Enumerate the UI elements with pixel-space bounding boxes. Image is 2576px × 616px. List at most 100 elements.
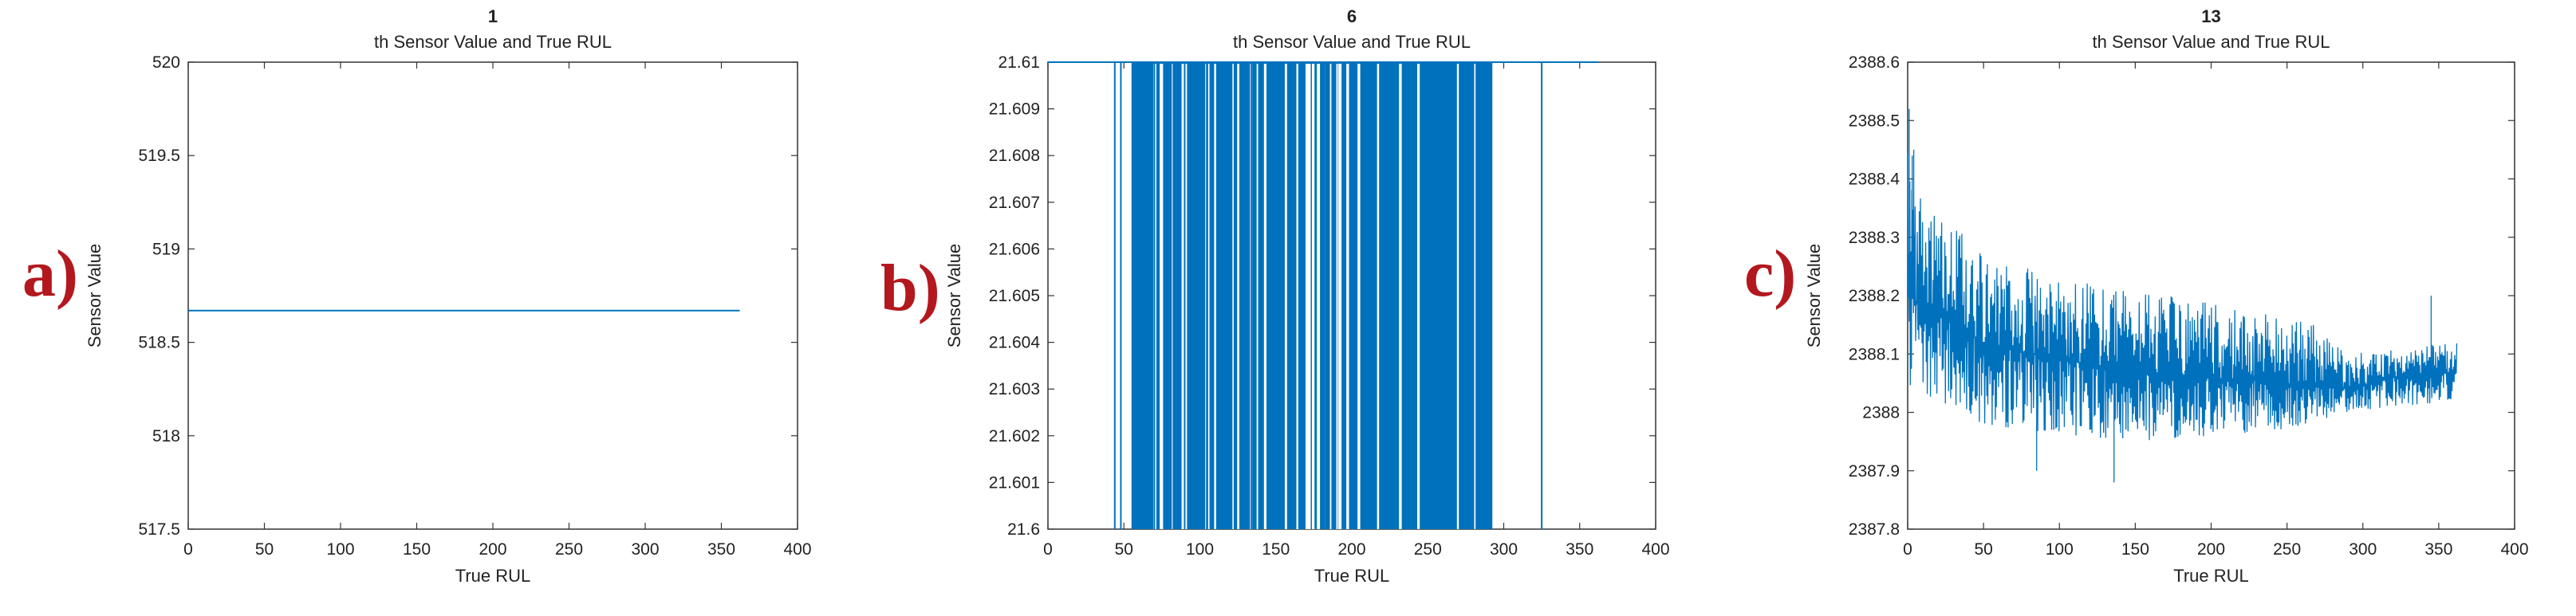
y-tick-label: 21.604 <box>989 334 1041 352</box>
series-gap <box>1311 64 1315 529</box>
series-gap <box>1417 64 1419 529</box>
x-tick-label: 250 <box>555 540 583 559</box>
x-tick-label: 150 <box>1262 540 1290 559</box>
y-tick-label: 21.601 <box>989 473 1040 492</box>
series-gap <box>1357 64 1361 529</box>
x-tick-label: 400 <box>783 540 811 559</box>
series-gap <box>1329 64 1332 529</box>
x-tick-label: 50 <box>1115 540 1133 559</box>
series-gap <box>1232 64 1234 529</box>
y-tick-label: 518 <box>152 427 180 445</box>
y-tick-label: 518.5 <box>138 334 180 352</box>
x-tick-label: 150 <box>2121 540 2149 559</box>
series-gap <box>1236 64 1240 529</box>
panel-letter-b: b) <box>880 251 940 325</box>
y-tick-label: 21.6 <box>1007 520 1040 539</box>
x-tick-label: 350 <box>707 540 735 559</box>
y-tick-label: 2388 <box>1862 404 1900 422</box>
x-tick-label: 0 <box>183 540 193 559</box>
series-gap <box>1417 64 1420 529</box>
x-axis-label: True RUL <box>2173 566 2249 586</box>
series-gap <box>1171 64 1173 529</box>
x-tick-label: 200 <box>479 540 506 559</box>
y-tick-label: 21.602 <box>989 427 1040 445</box>
y-tick-label: 519 <box>152 240 180 258</box>
y-tick-label: 517.5 <box>138 520 180 539</box>
x-tick-label: 400 <box>2500 540 2528 559</box>
x-tick-label: 300 <box>1490 540 1518 559</box>
y-tick-label: 21.609 <box>989 100 1040 119</box>
plot-frame <box>1907 61 2515 530</box>
chart-title-number: 13 <box>2201 6 2220 26</box>
panel-letter-c: c) <box>1744 237 1797 311</box>
series-gap <box>1263 64 1267 529</box>
y-tick-label: 2388.3 <box>1849 229 1900 247</box>
series-gap <box>1256 64 1258 529</box>
panel-a: a) 1 th Sensor Value and True RUL 0 50 100 15… <box>0 0 858 612</box>
x-tick-label: 250 <box>1414 540 1442 559</box>
plot-frame <box>187 61 798 530</box>
series-gap <box>1181 64 1185 529</box>
chart-sensor-13: 13 th Sensor Value and True RUL 0 50 100 150 2… <box>1804 6 2529 586</box>
series-gap <box>1295 64 1298 529</box>
y-tick-label: 2387.9 <box>1849 462 1900 481</box>
series-gap <box>1456 64 1459 529</box>
series-gap <box>1336 64 1338 529</box>
panel-letter-a: a) <box>22 237 78 311</box>
y-tick-label: 519.5 <box>138 147 180 165</box>
x-tick-label: 300 <box>631 540 659 559</box>
x-tick-label: 300 <box>2349 540 2377 559</box>
series-gap <box>1399 64 1402 529</box>
series-gap <box>1284 64 1287 529</box>
series-gap <box>1318 64 1321 529</box>
chart-title-number: 6 <box>1347 6 1357 26</box>
x-tick-label: 150 <box>403 540 431 559</box>
series-gap <box>1207 64 1210 529</box>
y-axis-label: Sensor Value <box>85 244 104 347</box>
series-gap <box>1305 64 1309 529</box>
x-tick-label: 50 <box>255 540 274 559</box>
chart-title-number: 1 <box>488 6 498 26</box>
y-tick-label: 520 <box>152 53 180 72</box>
y-tick-label: 21.607 <box>989 194 1040 212</box>
y-tick-label: 21.605 <box>989 287 1040 305</box>
series-line <box>1907 153 2458 441</box>
series-gap <box>1214 64 1216 529</box>
y-tick-label: 2388.2 <box>1849 287 1900 305</box>
x-tick-label: 400 <box>1641 540 1669 559</box>
series-gap <box>1377 64 1380 529</box>
x-axis-label: True RUL <box>1314 566 1390 586</box>
y-axis-label: Sensor Value <box>944 244 964 347</box>
y-tick-label: 21.61 <box>998 53 1040 72</box>
y-tick-label: 2388.1 <box>1849 345 1900 363</box>
x-tick-label: 250 <box>2273 540 2301 559</box>
y-tick-label: 21.608 <box>989 147 1040 165</box>
y-tick-label: 21.603 <box>989 380 1040 398</box>
series-gap <box>1308 64 1311 529</box>
x-tick-label: 100 <box>1186 540 1214 559</box>
chart-sensor-6: 6 th Sensor Value and True RUL 0 50 100 150 20… <box>944 6 1670 586</box>
x-tick-label: 0 <box>1043 540 1053 559</box>
x-tick-label: 350 <box>1566 540 1593 559</box>
x-tick-label: 200 <box>1337 540 1365 559</box>
series-gap <box>1184 64 1188 529</box>
y-tick-label: 2387.8 <box>1849 520 1900 539</box>
series-gap <box>1346 64 1349 529</box>
x-tick-label: 0 <box>1903 540 1912 559</box>
x-tick-label: 100 <box>326 540 354 559</box>
series-gap <box>1474 64 1476 529</box>
y-tick-label: 2388.6 <box>1849 53 1900 72</box>
chart-sensor-1: 1 th Sensor Value and True RUL 0 50 100 150 20… <box>85 6 812 586</box>
x-tick-label: 200 <box>2197 540 2225 559</box>
y-axis-label: Sensor Value <box>1804 244 1824 347</box>
x-tick-label: 50 <box>1974 540 1992 559</box>
chart-title: th Sensor Value and True RUL <box>1233 32 1471 52</box>
y-tick-label: 2388.5 <box>1849 112 1900 130</box>
panel-b: b) 6 th Sensor Value and True RUL 0 50 100 15… <box>858 0 1717 612</box>
x-tick-label: 350 <box>2424 540 2452 559</box>
x-axis-label: True RUL <box>455 566 531 586</box>
y-tick-label: 2388.4 <box>1849 171 1900 189</box>
series-gap <box>1338 64 1342 529</box>
chart-title: th Sensor Value and True RUL <box>2093 32 2330 52</box>
